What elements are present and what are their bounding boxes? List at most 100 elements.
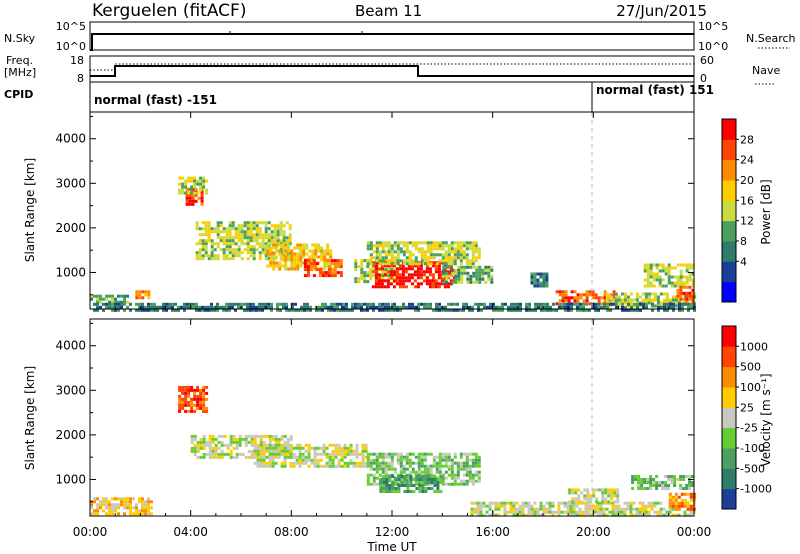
velocity-feature — [668, 492, 696, 511]
power-cell — [413, 285, 417, 289]
power-cell — [392, 285, 396, 289]
power-cell — [222, 257, 226, 261]
velocity-cell — [256, 464, 260, 468]
velocity-cell — [689, 498, 693, 502]
velocity-cell — [307, 455, 311, 459]
power-cell — [210, 308, 213, 312]
power-cell — [567, 299, 571, 303]
power-cell — [99, 297, 102, 301]
power-cell — [303, 265, 307, 269]
velocity-cell — [477, 476, 481, 480]
velocity-cell — [313, 446, 317, 450]
power-cell — [435, 262, 439, 266]
power-cell — [183, 302, 186, 306]
power-cell — [431, 264, 435, 268]
velocity-cell — [655, 484, 659, 487]
velocity-cell — [238, 434, 242, 438]
velocity-cell — [108, 506, 111, 510]
power-cell — [287, 243, 291, 247]
power-cell — [387, 250, 391, 254]
velocity-cell — [334, 446, 338, 450]
power-cell — [276, 227, 280, 231]
power-cell — [193, 176, 197, 180]
power-cell — [646, 278, 650, 282]
power-cell — [282, 236, 286, 240]
power-cell — [234, 302, 237, 306]
velocity-cell — [610, 494, 614, 498]
velocity-cell — [361, 446, 365, 450]
velocity-cell — [611, 501, 615, 505]
velocity-cell — [105, 506, 108, 510]
velocity-cell — [364, 443, 368, 447]
power-cell — [462, 244, 466, 248]
power-cell — [682, 297, 686, 301]
power-cell — [195, 227, 199, 231]
power-cell — [474, 259, 478, 263]
power-cell — [492, 308, 495, 312]
power-cell — [204, 224, 208, 228]
power-cell — [296, 255, 300, 259]
velocity-cell — [283, 458, 287, 462]
velocity-cell — [259, 449, 263, 453]
power-cell — [288, 236, 292, 240]
power-cell — [407, 279, 411, 283]
time-tick-label: 16:00 — [475, 525, 510, 539]
velocity-cell — [274, 446, 278, 450]
power-cell — [453, 241, 457, 245]
velocity-cell — [262, 452, 266, 456]
power-cell — [276, 302, 279, 306]
velocity-cell — [524, 504, 528, 508]
velocity-cell — [661, 481, 665, 484]
velocity-cell — [364, 455, 368, 459]
velocity-cell — [439, 481, 443, 484]
velocity-cell — [432, 455, 436, 459]
velocity-cell — [274, 452, 278, 456]
power-cell — [685, 285, 689, 289]
power-cell — [195, 257, 199, 261]
velocity-cell — [295, 455, 299, 459]
power-cell — [360, 305, 363, 309]
velocity-cell — [150, 512, 153, 516]
power-cell — [411, 244, 415, 248]
velocity-cell — [479, 513, 483, 517]
velocity-cell — [319, 446, 323, 450]
velocity-cell — [438, 467, 442, 471]
power-cell — [387, 274, 391, 278]
velocity-cell — [571, 488, 575, 492]
velocity-cell — [569, 510, 573, 514]
velocity-cell — [569, 507, 573, 511]
power-cell — [636, 308, 639, 312]
velocity-cell — [685, 484, 689, 487]
power-cell — [198, 251, 202, 255]
velocity-cell — [253, 455, 257, 459]
velocity-cell — [202, 440, 206, 444]
power-cell — [252, 245, 256, 249]
velocity-cell — [349, 449, 353, 453]
velocity-cell — [418, 484, 422, 487]
velocity-cell — [396, 458, 400, 462]
velocity-cell — [265, 443, 269, 447]
power-cell — [342, 302, 345, 306]
velocity-cell — [295, 446, 299, 450]
power-cell — [451, 280, 455, 284]
power-feature — [530, 272, 549, 288]
power-cell — [141, 290, 145, 294]
power-cell — [291, 305, 294, 309]
power-cell — [269, 249, 273, 253]
power-cell — [105, 305, 108, 309]
velocity-cell — [184, 394, 188, 398]
power-cell — [393, 268, 397, 272]
power-cell — [258, 221, 262, 225]
power-cell — [269, 246, 273, 250]
power-cell — [351, 305, 354, 309]
power-cell — [204, 227, 208, 231]
power-cell — [162, 308, 165, 312]
power-cell — [234, 242, 238, 246]
power-cell — [386, 264, 390, 268]
power-cell — [210, 242, 214, 246]
power-cell — [408, 250, 412, 254]
power-cell — [570, 296, 574, 300]
power-cell — [197, 196, 201, 200]
power-cell — [246, 251, 250, 255]
power-cell — [231, 254, 235, 258]
